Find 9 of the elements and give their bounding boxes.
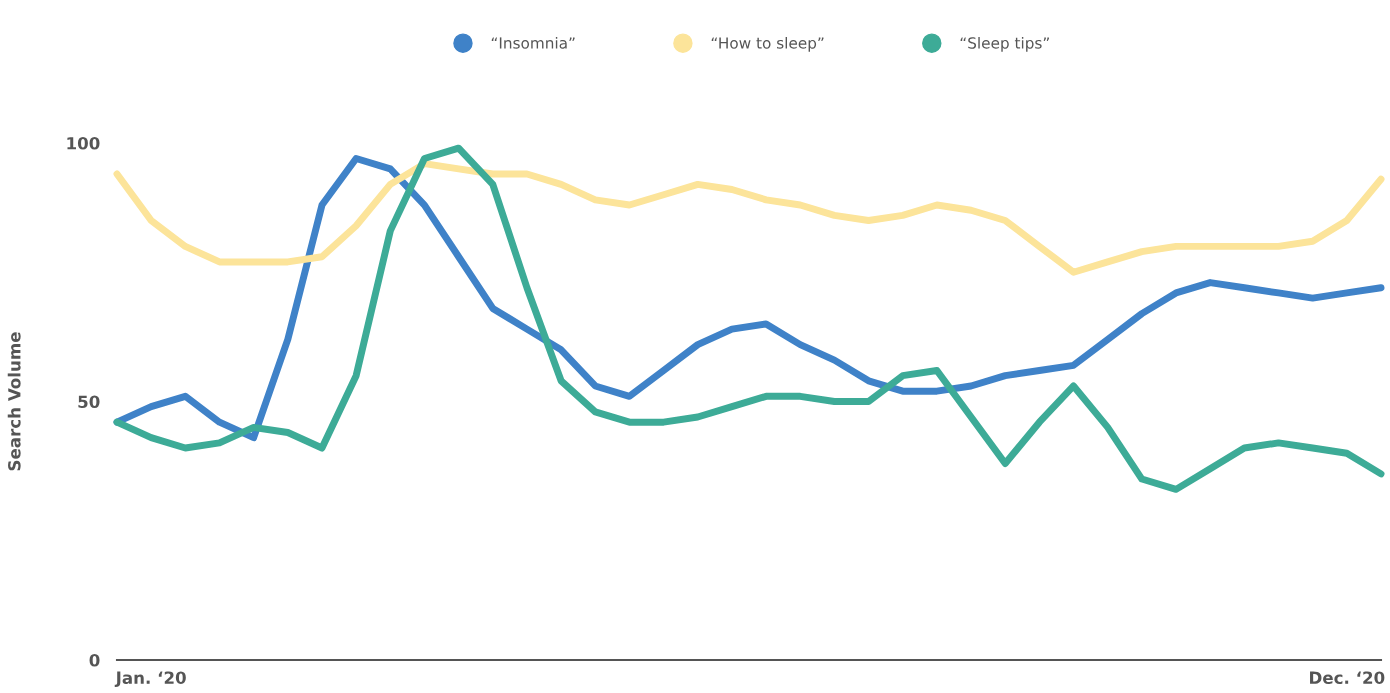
legend-label: “Insomnia”	[491, 36, 575, 49]
y-tick-label: 50	[78, 395, 100, 409]
legend-label: “Sleep tips”	[960, 36, 1049, 52]
y-axis-title: Search Volume	[7, 332, 21, 471]
x-tick-label: Jan. ‘20	[114, 671, 186, 688]
y-tick-label: 100	[67, 136, 100, 150]
legend-label: “How to sleep”	[711, 36, 824, 52]
x-tick-label: Dec. ‘20	[1310, 671, 1385, 685]
y-tick-label: 0	[89, 653, 100, 667]
